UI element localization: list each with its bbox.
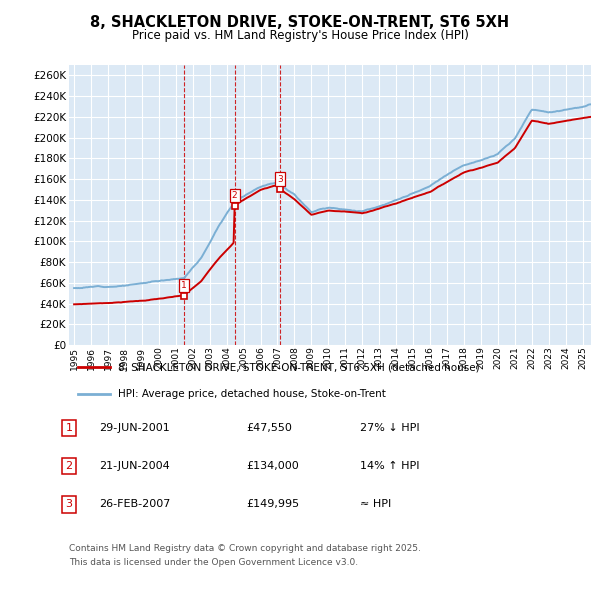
Text: 27% ↓ HPI: 27% ↓ HPI [360,423,419,432]
Text: 8, SHACKLETON DRIVE, STOKE-ON-TRENT, ST6 5XH: 8, SHACKLETON DRIVE, STOKE-ON-TRENT, ST6… [91,15,509,30]
Text: 1: 1 [181,281,187,290]
Text: 29-JUN-2001: 29-JUN-2001 [99,423,170,432]
Text: £47,550: £47,550 [246,423,292,432]
Text: HPI: Average price, detached house, Stoke-on-Trent: HPI: Average price, detached house, Stok… [119,389,386,399]
Text: 2: 2 [232,191,238,200]
Text: Contains HM Land Registry data © Crown copyright and database right 2025.: Contains HM Land Registry data © Crown c… [69,544,421,553]
Text: 3: 3 [277,175,283,183]
Text: 21-JUN-2004: 21-JUN-2004 [99,461,170,471]
Text: 1: 1 [65,423,73,432]
Text: £134,000: £134,000 [246,461,299,471]
Text: £149,995: £149,995 [246,500,299,509]
Text: Price paid vs. HM Land Registry's House Price Index (HPI): Price paid vs. HM Land Registry's House … [131,30,469,42]
Text: This data is licensed under the Open Government Licence v3.0.: This data is licensed under the Open Gov… [69,558,358,566]
Text: 8, SHACKLETON DRIVE, STOKE-ON-TRENT, ST6 5XH (detached house): 8, SHACKLETON DRIVE, STOKE-ON-TRENT, ST6… [119,362,480,372]
Text: 2: 2 [65,461,73,471]
Text: 3: 3 [65,500,73,509]
Text: 14% ↑ HPI: 14% ↑ HPI [360,461,419,471]
Text: ≈ HPI: ≈ HPI [360,500,391,509]
Text: 26-FEB-2007: 26-FEB-2007 [99,500,170,509]
